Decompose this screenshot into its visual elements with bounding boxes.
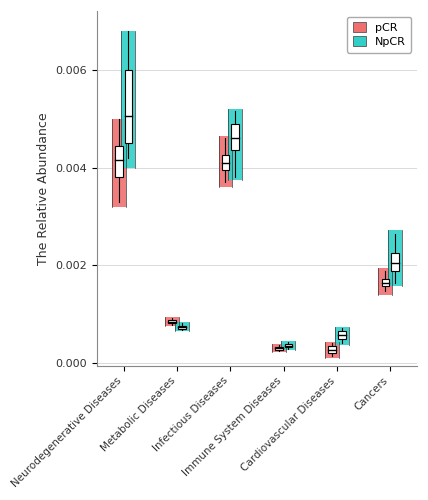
- Bar: [115, 146, 123, 178]
- Y-axis label: The Relative Abundance: The Relative Abundance: [37, 112, 50, 264]
- Bar: [231, 124, 239, 150]
- Bar: [178, 326, 186, 328]
- Bar: [222, 156, 229, 170]
- Legend: pCR, NpCR: pCR, NpCR: [347, 16, 411, 52]
- Bar: [338, 332, 345, 339]
- Bar: [382, 278, 389, 286]
- Bar: [285, 344, 292, 347]
- Bar: [125, 70, 132, 143]
- Bar: [275, 346, 282, 350]
- Bar: [391, 253, 399, 272]
- Bar: [328, 346, 336, 354]
- Bar: [168, 320, 176, 323]
